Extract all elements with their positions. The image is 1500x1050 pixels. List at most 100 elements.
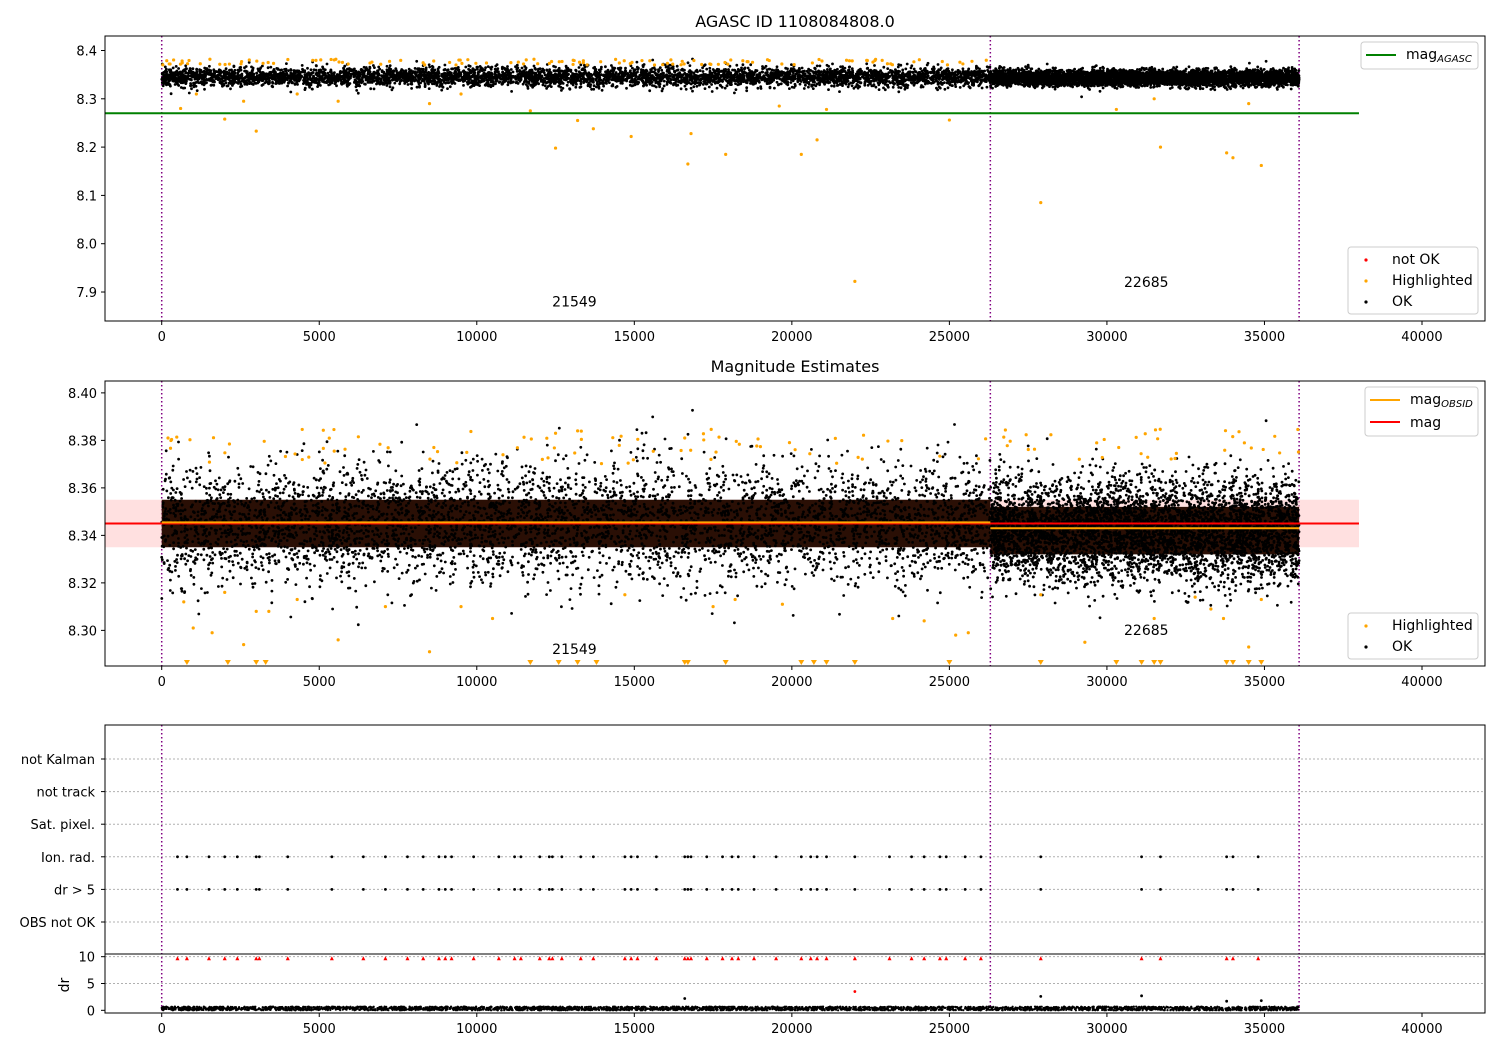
data-point-ok xyxy=(385,70,389,74)
data-point-ok xyxy=(251,83,255,86)
data-point-ok xyxy=(943,87,947,91)
data-point-ok xyxy=(877,88,881,91)
data-point-ok xyxy=(695,68,699,72)
data-point-ok xyxy=(956,76,960,80)
data-point-ok xyxy=(470,81,474,85)
data-point-ok xyxy=(348,76,351,79)
data-point-ok xyxy=(816,78,819,82)
data-point-ok xyxy=(368,65,372,69)
data-point-ok xyxy=(583,78,587,82)
data-point-ok xyxy=(796,69,800,72)
data-point-ok xyxy=(557,70,561,74)
data-point-ok xyxy=(886,85,890,89)
data-point-ok xyxy=(866,80,869,83)
data-point-ok xyxy=(225,84,229,88)
data-point-ok xyxy=(822,81,826,85)
data-point-ok xyxy=(190,78,193,82)
data-point-ok xyxy=(355,89,359,92)
data-point-ok xyxy=(166,83,170,86)
data-point-ok xyxy=(521,71,525,75)
data-point-ok xyxy=(255,72,259,75)
data-point-ok xyxy=(266,76,270,80)
data-point-ok xyxy=(682,76,686,80)
data-point-ok xyxy=(299,74,303,78)
data-point-ok xyxy=(961,67,965,71)
data-point-ok xyxy=(271,80,274,84)
data-point-ok xyxy=(984,80,988,83)
data-point-ok xyxy=(693,79,697,83)
data-point-ok xyxy=(626,72,630,75)
data-point-ok xyxy=(741,63,745,67)
data-point-ok xyxy=(773,86,776,90)
data-point-ok xyxy=(891,85,895,89)
data-point-ok xyxy=(859,67,862,71)
data-point-ok xyxy=(839,77,843,81)
data-point-ok xyxy=(435,71,439,75)
data-point-ok xyxy=(840,82,843,86)
data-point-ok xyxy=(775,65,779,69)
data-point-ok xyxy=(518,79,522,83)
data-point-ok xyxy=(704,76,707,80)
data-point-ok xyxy=(329,68,333,72)
data-point-ok xyxy=(546,72,550,75)
data-point-ok xyxy=(937,85,941,89)
data-point-ok xyxy=(467,71,471,75)
data-point-ok xyxy=(786,67,789,71)
data-point-ok xyxy=(859,72,863,76)
data-point-ok xyxy=(466,82,470,86)
data-point-ok xyxy=(340,82,344,86)
data-point-ok xyxy=(770,80,774,83)
data-point-ok xyxy=(758,80,761,84)
data-point-ok xyxy=(812,71,816,75)
data-point-ok xyxy=(910,78,914,82)
data-point-ok xyxy=(478,84,481,87)
data-point-ok xyxy=(407,67,411,71)
data-point-ok xyxy=(962,84,966,88)
data-point-ok xyxy=(255,77,259,80)
data-point-ok xyxy=(556,75,559,78)
data-point-ok xyxy=(943,81,946,84)
data-point-ok xyxy=(376,81,380,85)
data-point-ok xyxy=(434,74,438,78)
data-point-ok xyxy=(685,75,689,79)
data-point-ok xyxy=(779,82,783,86)
data-point-ok xyxy=(651,77,655,81)
data-point-ok xyxy=(686,61,690,65)
data-point-ok xyxy=(479,67,483,70)
data-point-ok xyxy=(507,71,510,75)
data-point-ok xyxy=(210,83,214,87)
data-point-ok xyxy=(372,87,376,91)
data-point-ok xyxy=(577,66,581,69)
data-point-ok xyxy=(631,66,634,70)
data-point-ok xyxy=(161,77,165,80)
data-point-ok xyxy=(687,70,691,74)
data-point-ok xyxy=(671,67,675,71)
data-point-ok xyxy=(676,74,679,77)
data-point-ok xyxy=(303,81,306,84)
data-point-ok xyxy=(369,87,373,91)
data-point-ok xyxy=(669,78,673,82)
data-point-ok xyxy=(418,85,421,89)
data-point-ok xyxy=(832,79,836,83)
data-point-ok xyxy=(745,89,749,93)
data-point-ok xyxy=(841,65,844,68)
data-point-ok xyxy=(980,70,984,74)
data-point-ok xyxy=(497,70,500,73)
data-point-ok xyxy=(624,77,628,81)
data-point-ok xyxy=(360,68,364,72)
data-point-ok xyxy=(869,70,873,74)
data-point-ok xyxy=(230,71,234,75)
data-point-ok xyxy=(891,81,894,84)
data-point-ok xyxy=(357,72,361,76)
data-point-ok xyxy=(496,67,500,71)
data-point-ok xyxy=(368,77,371,81)
data-point-ok xyxy=(196,78,200,81)
data-point-ok xyxy=(213,72,216,75)
data-point-ok xyxy=(414,73,418,77)
data-point-ok xyxy=(383,74,387,77)
data-point-ok xyxy=(749,82,752,85)
data-point-ok xyxy=(592,84,596,88)
data-point-ok xyxy=(496,76,500,79)
data-point-ok xyxy=(187,91,191,95)
